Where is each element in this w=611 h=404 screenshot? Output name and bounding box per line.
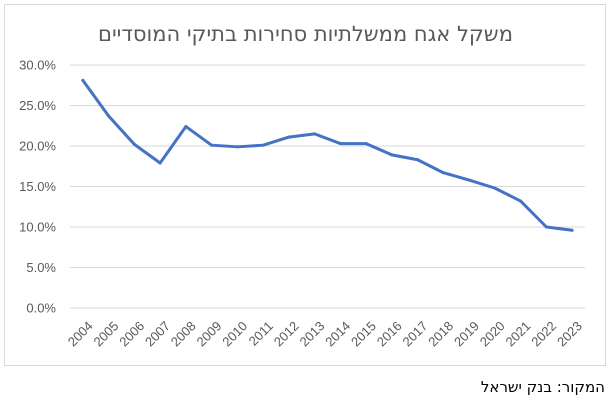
- data-point: [493, 186, 497, 190]
- chart-title: משקל אגח ממשלתיות סחירות בתיקי המוסדיים: [98, 22, 513, 46]
- data-point: [158, 161, 162, 165]
- x-tick-label: 2015: [348, 318, 379, 349]
- data-point: [81, 78, 85, 82]
- data-point: [235, 145, 239, 149]
- x-tick-label: 2014: [322, 318, 353, 349]
- x-tick-label: 2013: [296, 318, 327, 349]
- x-tick-label: 2022: [528, 318, 559, 349]
- y-tick-label: 5.0%: [26, 260, 56, 275]
- y-tick-label: 0.0%: [26, 301, 56, 316]
- source-note: המקור: בנק ישראל: [480, 378, 605, 396]
- y-tick-label: 20.0%: [19, 139, 56, 154]
- data-point: [416, 158, 420, 162]
- x-tick-label: 2010: [219, 318, 250, 349]
- gridlines: [70, 64, 585, 309]
- x-tick-label: 2004: [65, 318, 96, 349]
- x-tick-label: 2019: [451, 318, 482, 349]
- x-tick-label: 2023: [554, 318, 585, 349]
- data-point: [107, 114, 111, 118]
- x-axis-tick-labels: 2004200520062007200820092010201120122013…: [65, 318, 585, 349]
- data-point: [544, 225, 548, 229]
- y-tick-label: 30.0%: [19, 58, 56, 73]
- data-point: [132, 142, 136, 146]
- data-point: [364, 142, 368, 146]
- data-point: [467, 178, 471, 182]
- x-tick-label: 2017: [399, 318, 430, 349]
- data-point: [570, 228, 574, 232]
- data-point: [441, 171, 445, 175]
- y-tick-label: 10.0%: [19, 220, 56, 235]
- data-point: [390, 153, 394, 157]
- x-tick-label: 2020: [477, 318, 508, 349]
- x-tick-label: 2008: [168, 318, 199, 349]
- y-tick-label: 15.0%: [19, 179, 56, 194]
- data-point: [287, 135, 291, 139]
- x-tick-label: 2009: [193, 318, 224, 349]
- data-point: [261, 143, 265, 147]
- y-tick-label: 25.0%: [19, 98, 56, 113]
- x-tick-label: 2012: [271, 318, 302, 349]
- x-tick-label: 2016: [374, 318, 405, 349]
- x-tick-label: 2021: [502, 318, 533, 349]
- series-line: [81, 78, 574, 232]
- data-point: [313, 132, 317, 136]
- series-layer: [81, 78, 574, 232]
- data-point: [338, 142, 342, 146]
- x-tick-label: 2007: [142, 318, 173, 349]
- x-tick-label: 2018: [425, 318, 456, 349]
- data-point: [519, 199, 523, 203]
- data-point: [184, 125, 188, 129]
- x-tick-label: 2006: [116, 318, 147, 349]
- data-point: [210, 143, 214, 147]
- chart-frame: [4, 4, 606, 366]
- x-tick-label: 2011: [246, 318, 276, 348]
- x-tick-label: 2005: [90, 318, 121, 349]
- y-axis-tick-labels: 0.0% 5.0% 10.0% 15.0% 20.0% 25.0% 30.0%: [19, 58, 56, 316]
